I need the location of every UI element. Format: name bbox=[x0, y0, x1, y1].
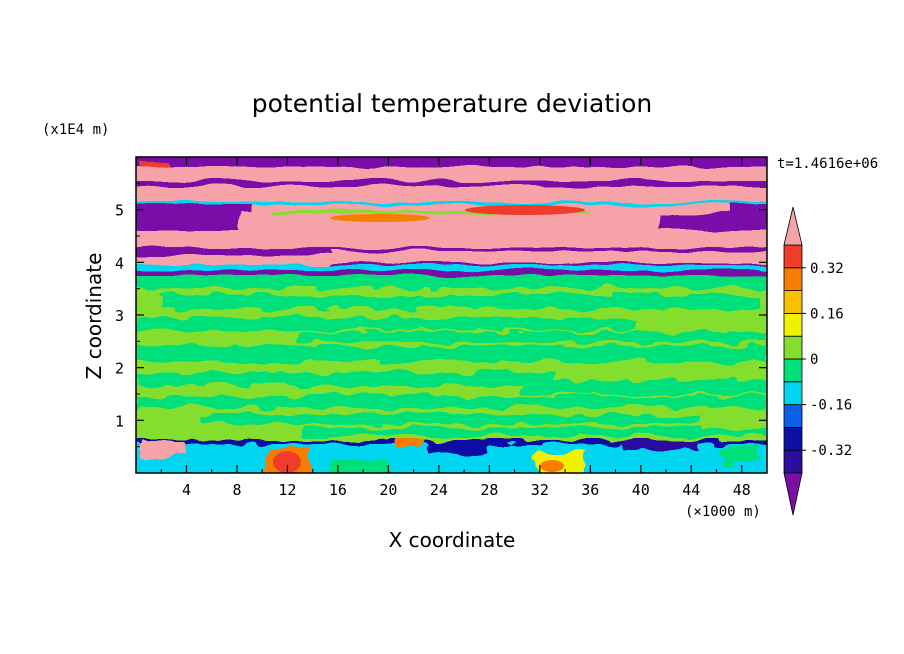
colorbar-swatch bbox=[783, 358, 803, 383]
heatmap-field bbox=[136, 157, 767, 473]
colorbar-swatch bbox=[783, 312, 803, 337]
x-tick-label: 44 bbox=[682, 481, 700, 499]
x-axis-label: X coordinate bbox=[389, 528, 516, 552]
colorbar-swatch bbox=[783, 290, 803, 314]
y-axis: 1 2 3 4 5 bbox=[115, 182, 767, 448]
colorbar-swatch bbox=[783, 426, 803, 451]
colorbar-swatch bbox=[783, 381, 803, 405]
y-unit-label: (x1E4 m) bbox=[42, 122, 109, 138]
colorbar-swatch bbox=[783, 244, 803, 269]
x-unit-label: (×1000 m) bbox=[685, 504, 761, 520]
x-axis: 4 8 12 16 20 24 28 32 36 40 44 48 bbox=[160, 157, 751, 499]
colorbar-tick-label: 0.16 bbox=[810, 306, 844, 322]
x-tick-label: 36 bbox=[581, 481, 599, 499]
x-tick-label: 20 bbox=[379, 481, 397, 499]
time-label: t=1.4616e+06 bbox=[777, 156, 878, 172]
colorbar-swatch bbox=[783, 267, 803, 291]
x-tick-label: 24 bbox=[430, 481, 448, 499]
y-tick-label: 2 bbox=[115, 360, 124, 378]
x-tick-label: 8 bbox=[232, 481, 241, 499]
colorbar-tick-label: 0 bbox=[810, 352, 818, 368]
x-tick-label: 40 bbox=[632, 481, 650, 499]
colorbar-swatch bbox=[783, 335, 803, 360]
colorbar: -0.32 -0.16 0 0.16 0.32 bbox=[783, 206, 852, 516]
y-axis-label: Z coordinate bbox=[82, 253, 106, 380]
x-tick-label: 4 bbox=[182, 481, 191, 499]
x-tick-label: 28 bbox=[480, 481, 498, 499]
y-tick-label: 1 bbox=[115, 412, 124, 430]
x-tick-label: 12 bbox=[278, 481, 296, 499]
colorbar-tick-label: 0.32 bbox=[810, 261, 844, 277]
chart-title: potential temperature deviation bbox=[252, 89, 652, 118]
y-tick-label: 5 bbox=[115, 202, 124, 220]
x-tick-label: 32 bbox=[531, 481, 549, 499]
y-tick-label: 4 bbox=[115, 254, 124, 272]
colorbar-swatch bbox=[783, 404, 803, 428]
y-tick-label: 3 bbox=[115, 307, 124, 325]
colorbar-over-triangle bbox=[783, 206, 803, 246]
x-tick-label: 48 bbox=[733, 481, 751, 499]
colorbar-swatch bbox=[783, 449, 803, 474]
x-tick-label: 16 bbox=[329, 481, 347, 499]
colorbar-tick-label: -0.32 bbox=[810, 443, 852, 459]
colorbar-tick-label: -0.16 bbox=[810, 398, 852, 414]
colorbar-under-triangle bbox=[783, 472, 803, 516]
